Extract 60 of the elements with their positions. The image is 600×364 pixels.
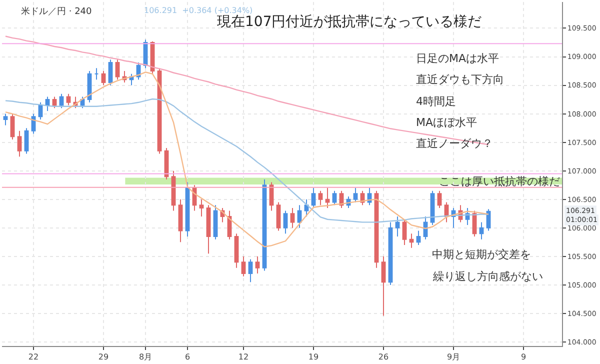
candlestick (283, 210, 288, 234)
x-tick-label: 19 (308, 352, 319, 362)
candlestick (402, 218, 407, 246)
band-label: ここは厚い抵抗帯の様だ (439, 175, 560, 188)
x-tick-label: 22 (28, 352, 39, 362)
candlestick (171, 170, 176, 212)
annotation: 中期と短期が交差を (432, 248, 531, 261)
candlestick (311, 187, 316, 208)
annotation: 直近ノーダウ？ (416, 137, 493, 150)
candlestick (479, 222, 484, 240)
candlestick (178, 198, 183, 243)
candlestick (416, 230, 421, 246)
x-tick-label: 9月 (446, 352, 460, 362)
candlestick (248, 258, 253, 283)
candlestick (3, 113, 8, 126)
candlestick (395, 216, 400, 237)
candlestick (325, 187, 330, 208)
candlestick (332, 190, 337, 206)
candlestick (101, 70, 106, 86)
candlestick (24, 128, 29, 154)
x-tick-label: 8月 (138, 352, 152, 362)
annotation: 日足のMAは水平 (416, 52, 500, 65)
candlestick (290, 207, 295, 228)
text: 現在107円付近が抵抗帯になっている様だ (217, 14, 482, 30)
candlestick (318, 190, 323, 206)
annotation: 米ドル／円 · 240 (21, 6, 92, 17)
candlestick (297, 204, 302, 228)
candlestick (241, 256, 246, 277)
candlestick (45, 96, 50, 112)
candlestick (269, 182, 274, 212)
candlestick (108, 59, 113, 86)
annotation: 4時間足 (416, 95, 456, 108)
candlestick (206, 204, 211, 254)
x-tick-label: 26 (378, 352, 389, 362)
annotation: 106.291 +0.364 (+0.34%) (144, 6, 253, 15)
candlestick (353, 187, 358, 203)
annotation: 直近ダウも下方向 (416, 73, 504, 86)
candlestick (304, 198, 309, 217)
candlestick (213, 204, 218, 240)
candlestick (17, 130, 22, 158)
candlestick (115, 59, 120, 80)
candlestick (66, 93, 71, 106)
candlestick (276, 202, 281, 232)
candlestick (199, 198, 204, 217)
candlestick (234, 233, 239, 268)
x-tick-label: 6 (184, 352, 190, 362)
x-tick-label: 9 (520, 352, 526, 362)
candlestick (409, 233, 414, 248)
candlestick (59, 93, 64, 109)
annotation: MAほぼ水平 (416, 116, 478, 129)
x-tick-label: 12 (238, 352, 249, 362)
x-tick-label: 29 (98, 352, 109, 362)
candlestick (94, 68, 99, 80)
candlestick (52, 96, 57, 109)
candlestick (10, 113, 15, 140)
candlestick (381, 256, 386, 316)
candlestick (255, 256, 260, 274)
candlestick (388, 222, 393, 286)
annotation: 繰り返し方向感がない (432, 270, 543, 283)
candlestick (437, 190, 442, 208)
